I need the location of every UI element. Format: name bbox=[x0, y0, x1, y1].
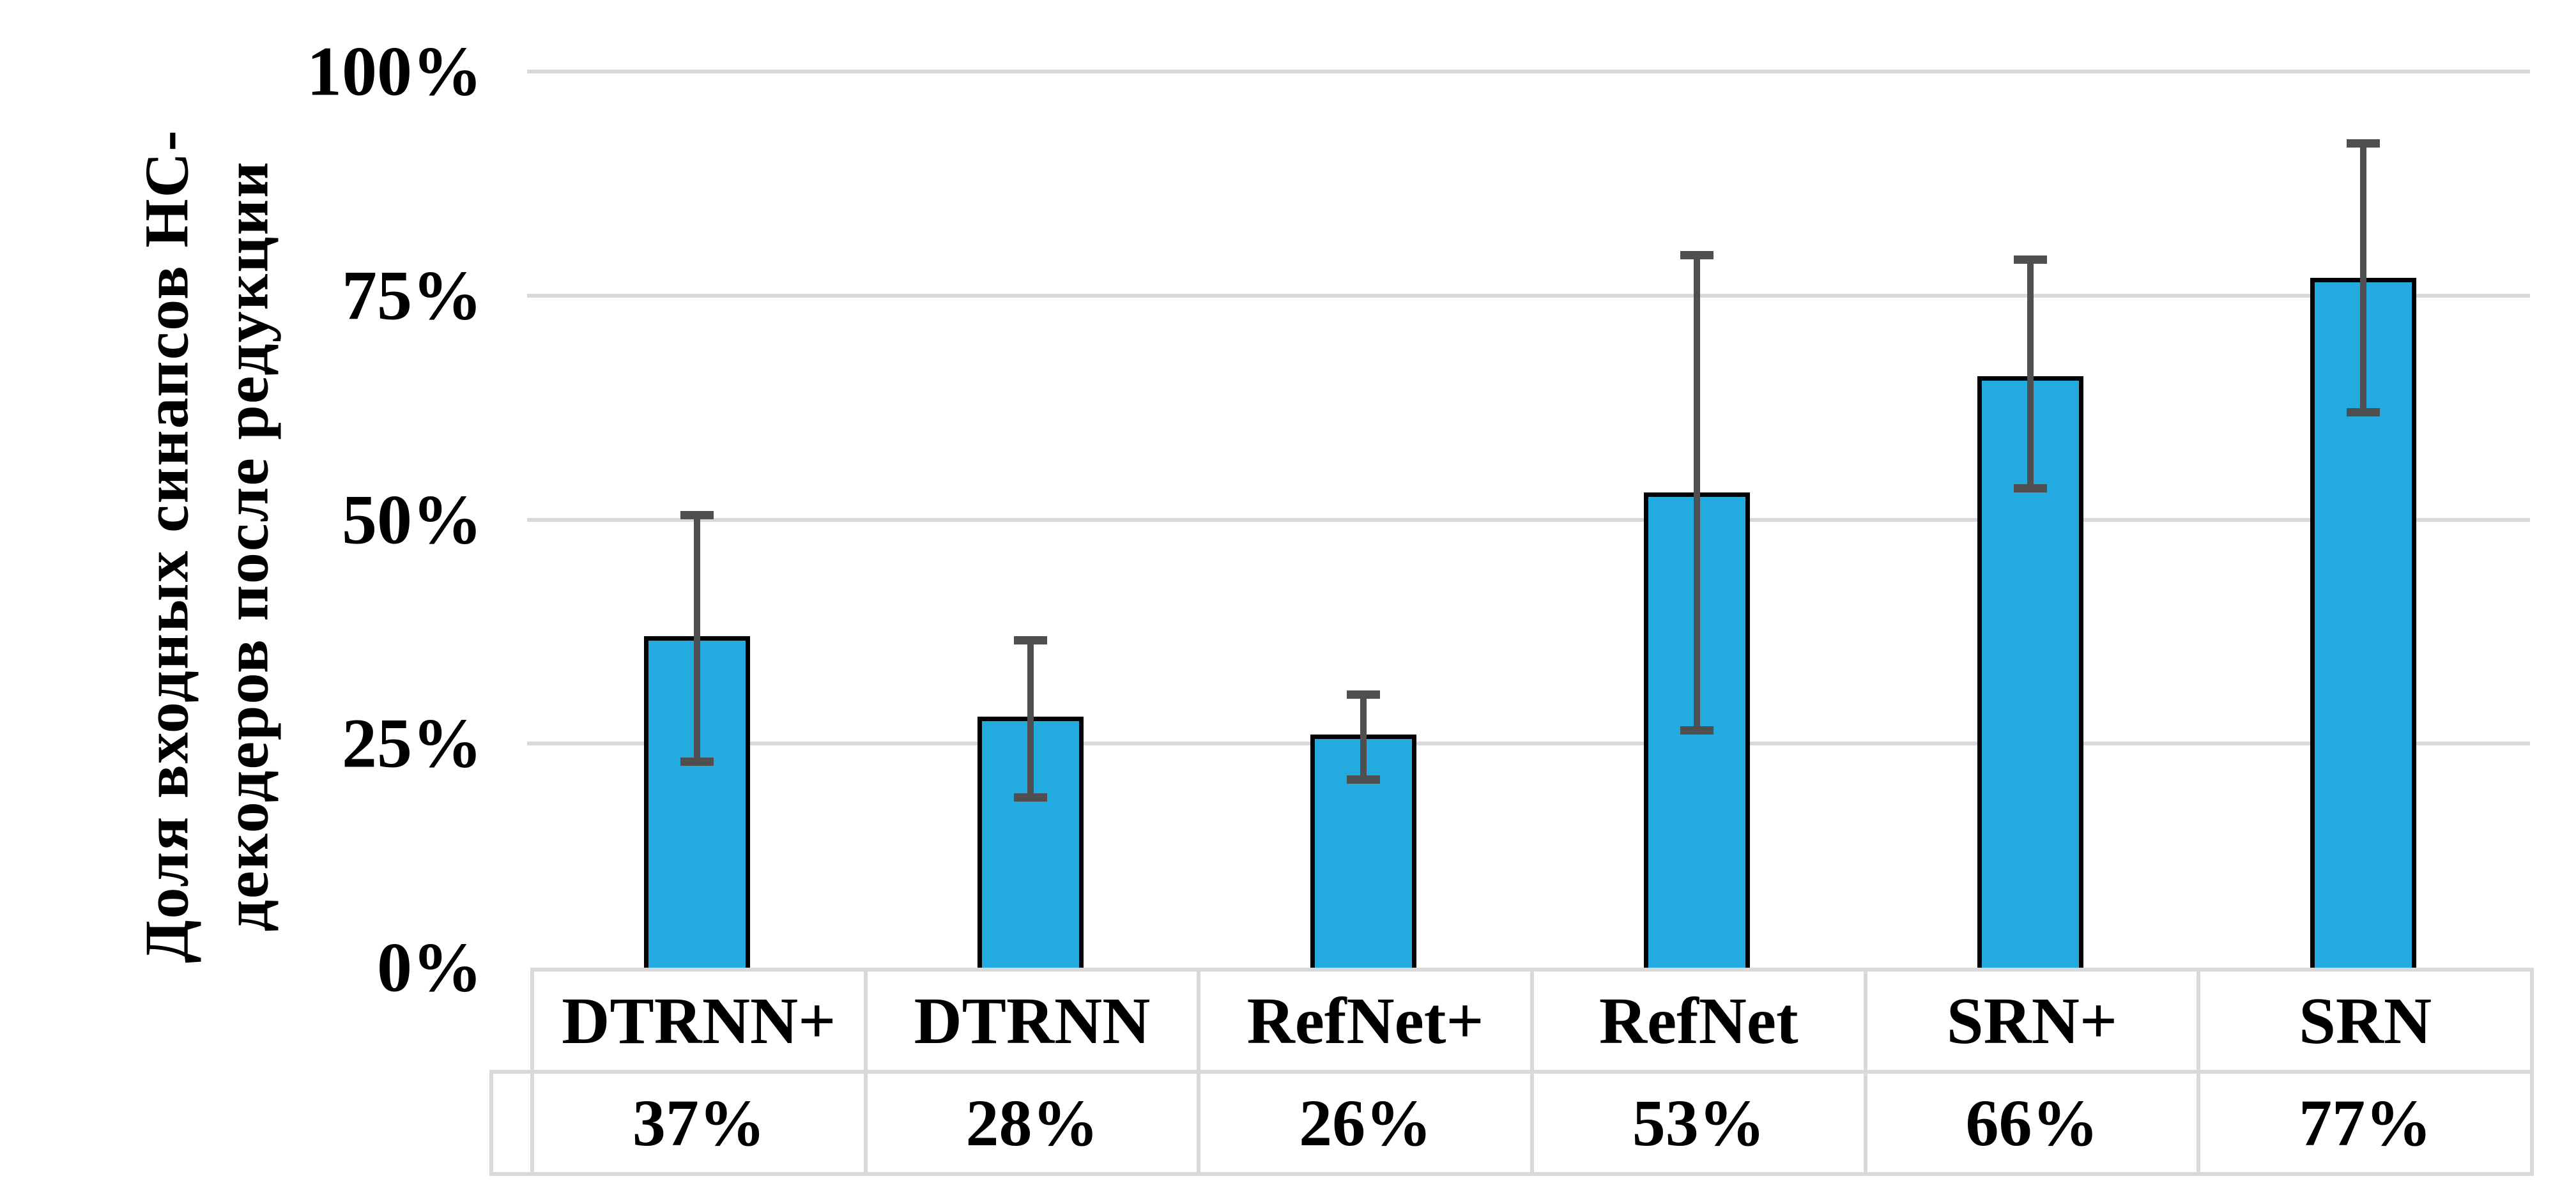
error-bar-cap-top-RefNet+ bbox=[1347, 690, 1381, 699]
gridline-25 bbox=[527, 742, 2530, 746]
y-tick-label-100: 100% bbox=[307, 32, 482, 110]
category-cell-DTRNN+: DTRNN+ bbox=[530, 968, 868, 1074]
value-cell-DTRNN: 28% bbox=[863, 1070, 1201, 1176]
error-bar-cap-top-RefNet bbox=[1680, 251, 1713, 260]
error-bar-cap-bottom-RefNet+ bbox=[1347, 775, 1381, 784]
error-bar-cap-top-DTRNN bbox=[1013, 636, 1047, 645]
error-bar-cap-top-SRN bbox=[2347, 139, 2380, 148]
error-bar-RefNet+ bbox=[1360, 694, 1367, 780]
value-cell-DTRNN+: 37% bbox=[530, 1070, 868, 1176]
category-cell-DTRNN: DTRNN bbox=[863, 968, 1201, 1074]
gridline-50 bbox=[527, 517, 2530, 522]
category-cell-RefNet+: RefNet+ bbox=[1197, 968, 1534, 1074]
table-corner-blank bbox=[491, 970, 532, 1072]
error-bar-cap-bottom-RefNet bbox=[1680, 726, 1713, 735]
data-table: DTRNN+ DTRNN RefNet+ RefNet SRN+ SRN 37% 28% 26%… bbox=[489, 968, 2534, 1176]
error-bar-RefNet bbox=[1693, 255, 1700, 731]
error-bar-DTRNN+ bbox=[693, 515, 700, 762]
category-cell-SRN: SRN bbox=[2196, 968, 2534, 1074]
gridline-75 bbox=[527, 293, 2530, 298]
error-bar-SRN bbox=[2360, 143, 2367, 413]
category-cell-SRN+: SRN+ bbox=[1863, 968, 2201, 1074]
value-cell-SRN+: 66% bbox=[1863, 1070, 2201, 1176]
y-tick-label-25: 25% bbox=[342, 704, 482, 782]
gridline-100 bbox=[527, 70, 2530, 73]
error-bar-cap-top-SRN+ bbox=[2013, 255, 2047, 264]
y-tick-label-75: 75% bbox=[342, 256, 482, 335]
error-bar-DTRNN bbox=[1027, 640, 1034, 798]
error-bar-SRN+ bbox=[2027, 259, 2034, 489]
error-bar-cap-bottom-SRN+ bbox=[2013, 484, 2047, 492]
error-bar-cap-bottom-SRN bbox=[2347, 408, 2380, 416]
error-bar-cap-bottom-DTRNN+ bbox=[680, 757, 714, 766]
error-bar-cap-bottom-DTRNN bbox=[1013, 793, 1047, 802]
category-cell-RefNet: RefNet bbox=[1529, 968, 1867, 1074]
value-cell-SRN: 77% bbox=[2196, 1070, 2534, 1176]
value-cell-RefNet+: 26% bbox=[1197, 1070, 1534, 1176]
y-tick-label-0: 0% bbox=[377, 928, 482, 1007]
value-cell-RefNet: 53% bbox=[1529, 1070, 1867, 1176]
y-tick-label-50: 50% bbox=[342, 480, 482, 558]
legend-key-cell bbox=[489, 1070, 534, 1176]
error-bar-cap-top-DTRNN+ bbox=[680, 510, 714, 519]
